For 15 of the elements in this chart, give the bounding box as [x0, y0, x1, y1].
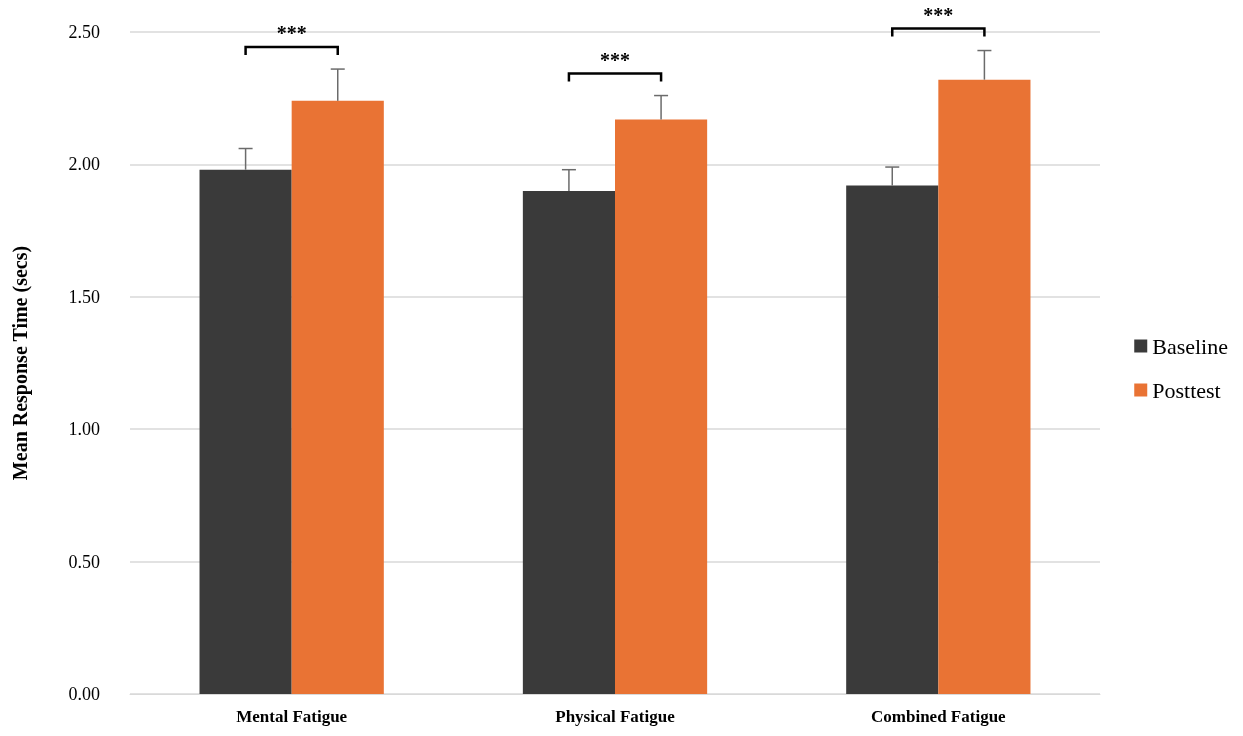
y-tick-label: 1.50	[68, 286, 100, 307]
x-tick-label: Combined Fatigue	[871, 707, 1007, 726]
y-tick-label: 0.50	[68, 551, 100, 572]
y-axis-title: Mean Response Time (secs)	[9, 245, 32, 481]
x-tick-label: Mental Fatigue	[236, 707, 348, 726]
y-tick-label: 1.00	[68, 419, 100, 440]
legend-label: Baseline	[1152, 333, 1229, 359]
legend-label: Posttest	[1152, 377, 1221, 403]
x-tick-label: Physical Fatigue	[555, 707, 676, 726]
annotation: ***	[276, 22, 307, 45]
y-tick-label: 2.50	[68, 22, 100, 42]
y-tick-label: 0.00	[68, 684, 100, 704]
annotation: ***	[600, 48, 630, 71]
text: ***	[923, 3, 954, 26]
y-tick-label: 2.00	[68, 154, 100, 175]
